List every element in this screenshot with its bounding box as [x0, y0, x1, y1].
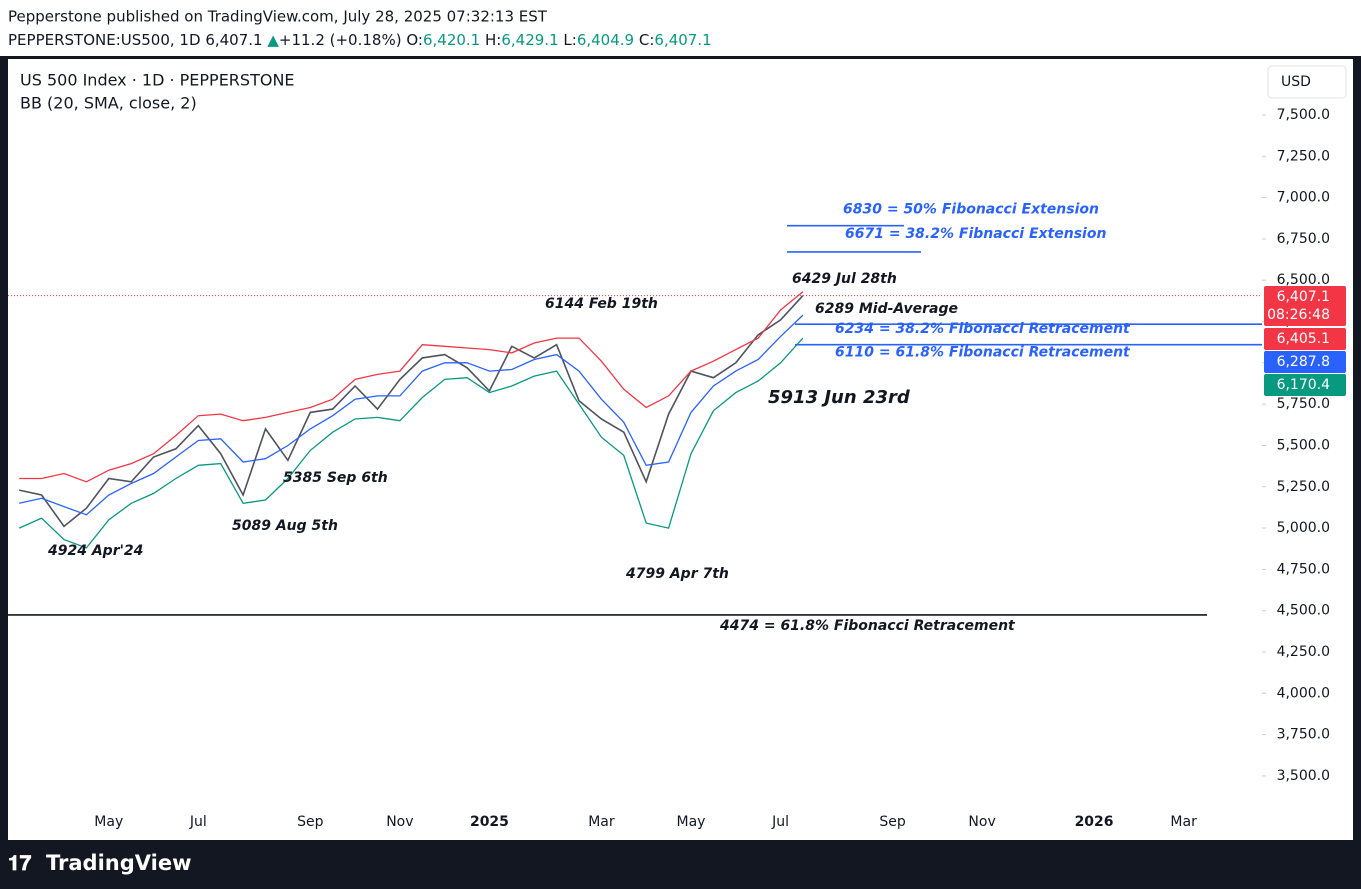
annotation: 6429 Jul 28th — [792, 271, 897, 287]
frame-left — [0, 58, 8, 840]
h-label: H: — [485, 31, 501, 49]
price-badge — [1264, 328, 1346, 350]
level-label: 6830 = 50% Fibonacci Extension — [843, 202, 1099, 218]
series-line — [19, 291, 804, 483]
frame-top — [0, 56, 1361, 59]
currency[interactable]: USD — [1281, 74, 1311, 90]
price-badge — [1264, 374, 1346, 396]
x-tick-label: Mar — [588, 814, 615, 830]
arrow: ▲ — [267, 31, 279, 49]
series-line — [19, 314, 804, 516]
x-tick-label: Jul — [771, 814, 789, 830]
series-line — [18, 337, 804, 549]
y-tick-label: 4,500.0 — [1277, 603, 1330, 619]
y-tick-label: 5,000.0 — [1277, 520, 1330, 536]
x-tick-label: 2026 — [1075, 814, 1114, 830]
countdown: 08:26:48 — [1267, 307, 1330, 323]
price-badge-label: 6,287.8 — [1277, 354, 1330, 370]
y-tick-label: 4,000.0 — [1277, 685, 1330, 701]
x-tick-label: Mar — [1170, 814, 1197, 830]
y-tick-label: 4,250.0 — [1277, 644, 1330, 660]
x-tick-label: Nov — [968, 814, 995, 830]
h: 6,429.1 — [501, 31, 558, 49]
y-tick-label: 3,500.0 — [1277, 768, 1330, 784]
annotation: 4924 Apr'24 — [47, 543, 143, 559]
x-tick-label: 2025 — [470, 814, 509, 830]
frame-right — [1353, 58, 1361, 840]
y-tick-label: 7,000.0 — [1277, 190, 1330, 206]
y-tick-label: 7,250.0 — [1277, 148, 1330, 164]
price-badge-label: 6,407.1 — [1277, 289, 1330, 305]
change: +11.2 (+0.18%) — [279, 31, 402, 49]
y-tick-label: 3,750.0 — [1277, 727, 1330, 743]
price-badge — [1264, 286, 1346, 326]
annotation: 5089 Aug 5th — [232, 518, 338, 534]
level-label: 6671 = 38.2% Fibnacci Extension — [845, 226, 1106, 242]
l: 6,404.9 — [577, 31, 634, 49]
annotation: 5913 Jun 23rd — [768, 387, 911, 408]
brand: TradingView — [46, 851, 191, 875]
x-tick-label: Nov — [386, 814, 413, 830]
x-tick-label: Jul — [189, 814, 207, 830]
annotation: 6289 Mid-Average — [815, 301, 958, 317]
symbol: PEPPERSTONE:US500, 1D — [8, 31, 201, 49]
last: 6,407.1 — [205, 31, 262, 49]
brand-mark: 𝟏𝟕 — [8, 851, 32, 875]
annotation: 5385 Sep 6th — [283, 470, 388, 486]
level-label: 4474 = 61.8% Fibonacci Retracement — [719, 618, 1016, 634]
price-badge-label: 6,405.1 — [1277, 331, 1330, 347]
l-label: L: — [563, 31, 576, 49]
o: 6,420.1 — [423, 31, 480, 49]
price-badge-label: 6,170.4 — [1277, 377, 1331, 393]
o-label: O: — [406, 31, 423, 49]
chart-title: US 500 Index · 1D · PEPPERSTONE — [20, 71, 295, 90]
currency-box[interactable] — [1267, 65, 1347, 99]
x-tick-label: May — [94, 814, 123, 830]
footer-bar — [0, 840, 1361, 889]
y-tick-label: 7,500.0 — [1277, 107, 1330, 123]
y-tick-label: 5,750.0 — [1277, 396, 1330, 412]
price-badge — [1264, 351, 1346, 373]
x-tick-label: May — [677, 814, 706, 830]
series-line — [19, 295, 804, 528]
y-tick-label: 6,750.0 — [1277, 231, 1330, 247]
ohlc: PEPPERSTONE:US500, 1D 6,407.1 ▲+11.2 (+0… — [8, 31, 712, 49]
published: Pepperstone published on TradingView.com… — [8, 8, 548, 26]
c-label: C: — [639, 31, 655, 49]
y-tick-label: 4,750.0 — [1277, 561, 1330, 577]
chart-subtitle: BB (20, SMA, close, 2) — [20, 94, 197, 113]
y-tick-label: 6,500.0 — [1277, 272, 1330, 288]
annotation: 6144 Feb 19th — [545, 296, 658, 312]
level-label: 6234 = 38.2% Fibonacci Retracement — [835, 321, 1131, 337]
y-tick-label: 5,500.0 — [1277, 437, 1330, 453]
y-tick-label: 5,250.0 — [1277, 479, 1330, 495]
level-label: 6110 = 61.8% Fibonacci Retracement — [835, 345, 1131, 361]
x-tick-label: Sep — [297, 814, 324, 830]
annotation: 4799 Apr 7th — [625, 566, 729, 582]
x-tick-label: Sep — [879, 814, 906, 830]
c: 6,407.1 — [654, 31, 711, 49]
